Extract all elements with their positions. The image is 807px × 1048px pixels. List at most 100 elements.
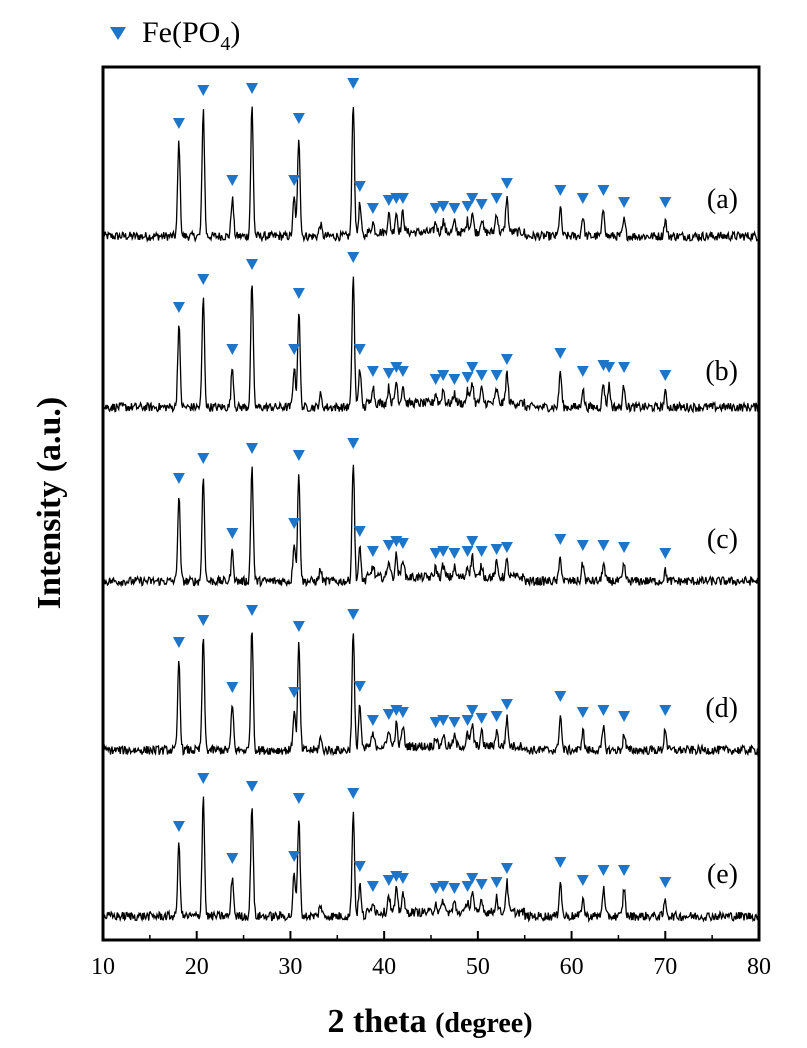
peak-marker-triangle-icon — [382, 875, 395, 886]
legend-marker-triangle-icon — [110, 27, 126, 40]
peak-marker-triangle-icon — [226, 344, 239, 355]
peak-marker-triangle-icon — [576, 875, 589, 886]
peak-marker-triangle-icon — [347, 438, 360, 449]
peak-marker-triangle-icon — [466, 873, 479, 884]
x-tick-label: 70 — [653, 954, 677, 980]
peak-marker-triangle-icon — [448, 548, 461, 559]
peak-marker-triangle-icon — [576, 707, 589, 718]
peak-marker-triangle-icon — [554, 691, 567, 702]
peak-marker-triangle-icon — [437, 201, 450, 212]
peak-marker-triangle-icon — [347, 252, 360, 263]
peak-marker-triangle-icon — [466, 705, 479, 716]
peak-marker-triangle-icon — [500, 354, 513, 365]
peak-marker-triangle-icon — [659, 548, 672, 559]
x-tick-label: 60 — [560, 954, 584, 980]
peak-marker-triangle-icon — [429, 548, 442, 559]
peak-marker-triangle-icon — [554, 348, 567, 359]
peak-marker-triangle-icon — [382, 368, 395, 379]
peak-marker-triangle-icon — [475, 546, 488, 557]
peak-marker-triangle-icon — [353, 181, 366, 192]
peak-marker-triangle-icon — [353, 681, 366, 692]
peak-marker-triangle-icon — [448, 374, 461, 385]
peak-marker-triangle-icon — [246, 781, 259, 792]
peak-marker-triangle-icon — [288, 518, 301, 529]
legend-label-main: Fe(PO — [142, 16, 220, 49]
peak-marker-triangle-icon — [292, 450, 305, 461]
peak-marker-triangle-icon — [197, 274, 210, 285]
peak-marker-triangle-icon — [437, 546, 450, 557]
pattern-curve — [102, 632, 760, 757]
peak-marker-triangle-icon — [554, 185, 567, 196]
peak-marker-triangle-icon — [172, 473, 185, 484]
peak-marker-triangle-icon — [461, 715, 474, 726]
curve-label: (e) — [707, 859, 738, 890]
peak-marker-triangle-icon — [659, 877, 672, 888]
x-axis-title: 2 theta (degree) — [327, 1003, 532, 1040]
peak-marker-triangle-icon — [618, 865, 631, 876]
peak-marker-triangle-icon — [429, 717, 442, 728]
peak-marker-triangle-icon — [659, 197, 672, 208]
peak-marker-triangle-icon — [500, 542, 513, 553]
x-tick-label: 30 — [278, 954, 302, 980]
peak-marker-triangle-icon — [366, 203, 379, 214]
legend-label-suffix: ) — [230, 16, 240, 49]
peak-marker-triangle-icon — [500, 863, 513, 874]
peak-marker-triangle-icon — [226, 682, 239, 693]
peak-marker-triangle-icon — [554, 534, 567, 545]
peak-marker-triangle-icon — [475, 879, 488, 890]
peak-marker-triangle-icon — [292, 621, 305, 632]
peak-marker-triangle-icon — [197, 773, 210, 784]
peak-marker-triangle-icon — [288, 851, 301, 862]
peak-marker-triangle-icon — [246, 605, 259, 616]
peak-marker-triangle-icon — [288, 344, 301, 355]
series-group: (a) (b) (c) (d) (e) — [102, 78, 760, 924]
y-axis-title: Intensity (a.u.) — [31, 397, 68, 610]
peak-marker-triangle-icon — [226, 175, 239, 186]
curve-label: (a) — [707, 184, 738, 215]
series-a: (a) — [102, 78, 759, 243]
peak-marker-triangle-icon — [172, 302, 185, 313]
x-axis-title-unit: (degree) — [435, 1008, 532, 1039]
peak-marker-triangle-icon — [288, 687, 301, 698]
x-axis-ticks — [102, 931, 760, 940]
peak-marker-triangle-icon — [396, 707, 409, 718]
series-d: (d) — [102, 605, 760, 757]
peak-marker-triangle-icon — [461, 201, 474, 212]
peak-marker-triangle-icon — [576, 366, 589, 377]
peak-marker-triangle-icon — [618, 197, 631, 208]
peak-marker-triangle-icon — [475, 199, 488, 210]
peak-marker-triangle-icon — [448, 717, 461, 728]
x-tick-label: 10 — [91, 954, 115, 980]
peak-marker-triangle-icon — [490, 544, 503, 555]
peak-marker-triangle-icon — [347, 78, 360, 89]
peak-marker-triangle-icon — [226, 528, 239, 539]
peak-marker-triangle-icon — [461, 372, 474, 383]
peak-marker-triangle-icon — [172, 637, 185, 648]
peak-marker-triangle-icon — [618, 362, 631, 373]
peak-marker-triangle-icon — [461, 881, 474, 892]
peak-marker-triangle-icon — [366, 366, 379, 377]
peak-marker-triangle-icon — [659, 370, 672, 381]
peak-marker-triangle-icon — [246, 259, 259, 270]
peak-marker-triangle-icon — [490, 877, 503, 888]
peak-marker-triangle-icon — [466, 362, 479, 373]
peak-marker-triangle-icon — [197, 615, 210, 626]
peak-marker-triangle-icon — [618, 542, 631, 553]
peak-marker-triangle-icon — [466, 193, 479, 204]
peak-marker-triangle-icon — [197, 85, 210, 96]
peak-marker-triangle-icon — [429, 883, 442, 894]
legend-label: Fe(PO4) — [142, 16, 240, 55]
peak-marker-triangle-icon — [396, 873, 409, 884]
peak-marker-triangle-icon — [288, 175, 301, 186]
peak-marker-triangle-icon — [437, 715, 450, 726]
peak-marker-triangle-icon — [490, 370, 503, 381]
peak-marker-triangle-icon — [597, 185, 610, 196]
peak-marker-triangle-icon — [292, 288, 305, 299]
peak-marker-triangle-icon — [448, 883, 461, 894]
peak-marker-triangle-icon — [576, 193, 589, 204]
legend: Fe(PO4) — [110, 16, 240, 55]
peak-marker-triangle-icon — [353, 526, 366, 537]
peak-marker-triangle-icon — [353, 344, 366, 355]
peak-marker-triangle-icon — [554, 857, 567, 868]
peak-marker-triangle-icon — [390, 362, 403, 373]
